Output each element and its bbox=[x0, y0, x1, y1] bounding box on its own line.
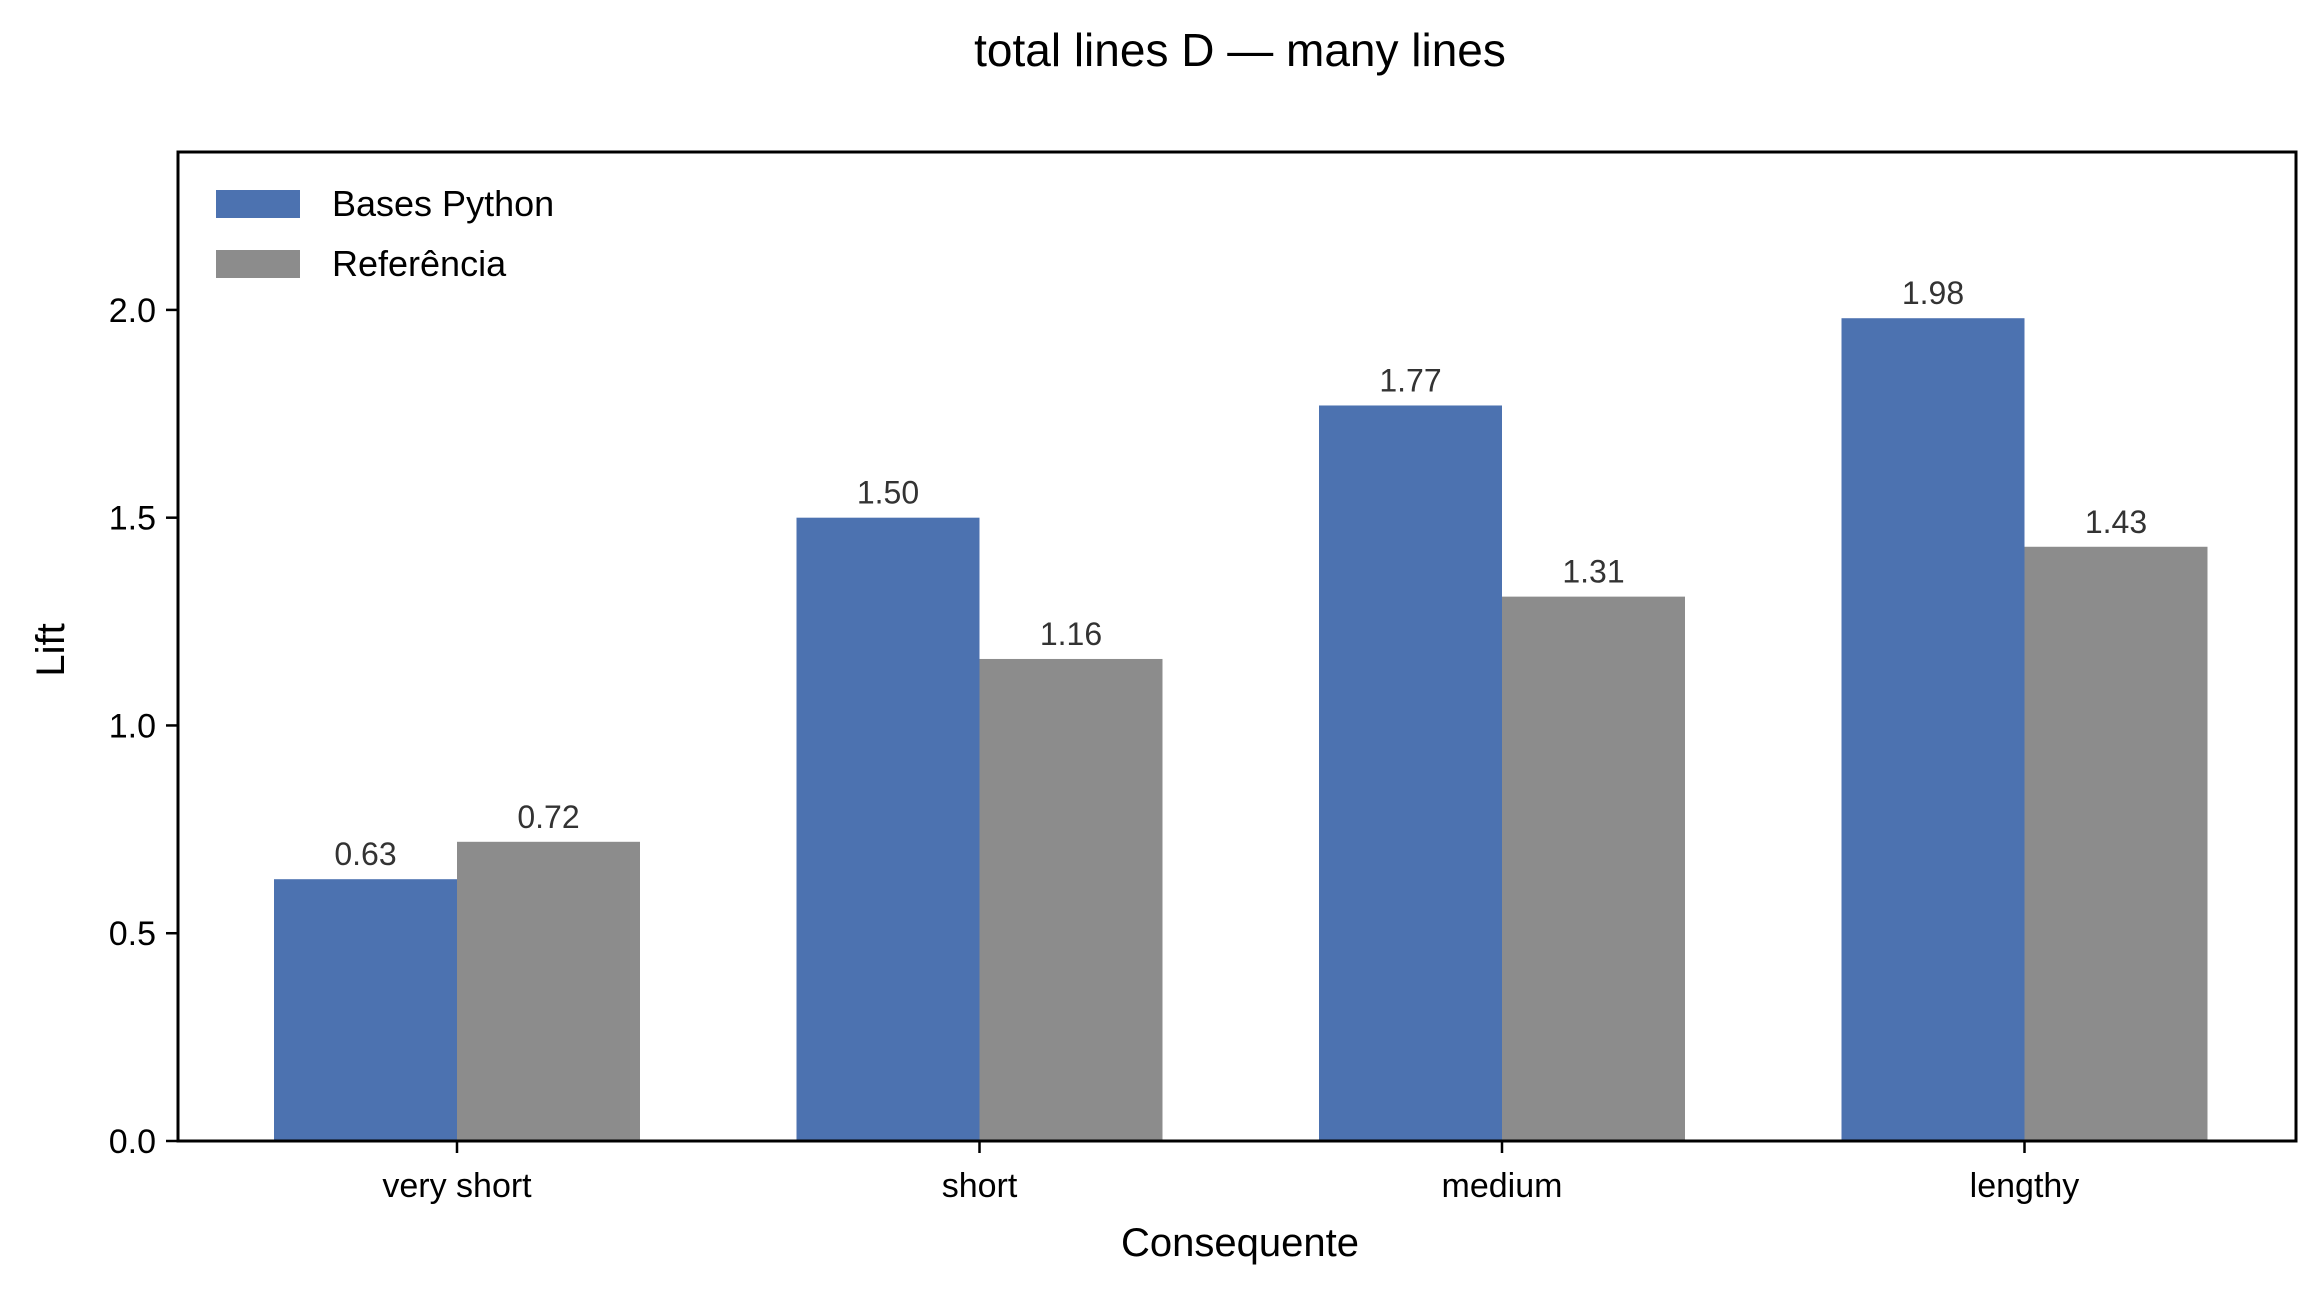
plot-area-frame bbox=[176, 150, 2298, 1143]
legend-label: Bases Python bbox=[332, 183, 554, 224]
data-label: 1.16 bbox=[1040, 616, 1102, 652]
bar-bases-python-medium bbox=[1319, 405, 1502, 1142]
bar-bases-python-short bbox=[796, 517, 980, 1141]
bar-refer-ncia-short bbox=[979, 658, 1163, 1141]
x-tick-label: very short bbox=[382, 1167, 532, 1205]
y-tick-label: 0.0 bbox=[109, 1123, 156, 1161]
x-axis: very short short medium lengthy bbox=[382, 1141, 2079, 1205]
legend-swatch bbox=[216, 250, 300, 278]
y-tick-label: 0.5 bbox=[109, 915, 156, 953]
chart-title: total lines D — many lines bbox=[974, 24, 1506, 76]
x-tick-label: lengthy bbox=[1970, 1167, 2080, 1205]
y-axis: 0.0 0.5 1.0 1.5 2.0 bbox=[109, 292, 178, 1161]
x-tick-label: short bbox=[942, 1167, 1018, 1205]
bar-refer-ncia-lengthy bbox=[2024, 546, 2208, 1141]
bar-bases-python-lengthy bbox=[1841, 318, 2025, 1141]
bar-bases-python-very-short bbox=[274, 879, 457, 1141]
y-tick-label: 2.0 bbox=[109, 292, 156, 330]
data-label: 1.50 bbox=[857, 475, 919, 511]
bar-refer-ncia-medium bbox=[1502, 596, 1685, 1141]
data-labels-layer: 0.63 0.72 1.50 1.16 1.77 1.31 1.98 1.43 bbox=[334, 275, 2147, 872]
y-tick-label: 1.0 bbox=[109, 707, 156, 745]
legend-label: Referência bbox=[332, 243, 507, 284]
x-tick-label: medium bbox=[1442, 1167, 1563, 1205]
data-label: 1.77 bbox=[1379, 362, 1441, 398]
bars-layer bbox=[274, 318, 2208, 1142]
bar-refer-ncia-very-short bbox=[457, 841, 640, 1141]
data-label: 0.72 bbox=[517, 799, 579, 835]
legend: Bases Python Referência bbox=[216, 183, 554, 284]
legend-swatch bbox=[216, 190, 300, 218]
y-tick-label: 1.5 bbox=[109, 500, 156, 538]
x-axis-label: Consequente bbox=[1121, 1221, 1359, 1265]
y-axis-label: Lift bbox=[29, 623, 73, 676]
data-label: 1.31 bbox=[1562, 554, 1624, 590]
data-label: 1.43 bbox=[2085, 504, 2147, 540]
data-label: 1.98 bbox=[1902, 275, 1964, 311]
data-label: 0.63 bbox=[334, 836, 396, 872]
